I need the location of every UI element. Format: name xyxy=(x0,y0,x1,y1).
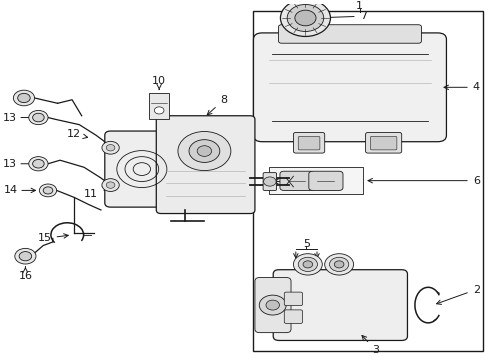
Text: 3: 3 xyxy=(361,336,379,355)
Text: 8: 8 xyxy=(207,95,227,115)
FancyBboxPatch shape xyxy=(308,171,342,190)
FancyBboxPatch shape xyxy=(298,136,319,150)
Text: 4: 4 xyxy=(443,82,479,92)
Text: 14: 14 xyxy=(3,185,18,195)
Circle shape xyxy=(29,157,48,171)
Circle shape xyxy=(106,182,115,188)
Circle shape xyxy=(197,146,211,156)
Text: 1: 1 xyxy=(356,1,363,11)
Circle shape xyxy=(286,4,323,31)
Circle shape xyxy=(259,295,285,315)
Circle shape xyxy=(154,107,163,114)
Circle shape xyxy=(43,187,53,194)
Circle shape xyxy=(33,159,44,168)
Circle shape xyxy=(329,257,348,271)
Text: 6: 6 xyxy=(367,176,479,186)
Bar xyxy=(149,93,169,119)
Circle shape xyxy=(189,140,219,162)
Text: 7: 7 xyxy=(316,11,366,21)
FancyBboxPatch shape xyxy=(253,33,446,142)
Circle shape xyxy=(280,0,330,36)
Text: 9: 9 xyxy=(273,176,296,186)
Circle shape xyxy=(29,111,48,125)
Circle shape xyxy=(18,93,30,103)
FancyBboxPatch shape xyxy=(284,292,302,306)
Bar xyxy=(269,167,363,194)
FancyBboxPatch shape xyxy=(279,171,313,190)
Text: 11: 11 xyxy=(84,186,107,199)
FancyBboxPatch shape xyxy=(104,131,179,207)
Text: 13: 13 xyxy=(3,113,17,122)
Text: 13: 13 xyxy=(3,159,17,169)
Text: 15: 15 xyxy=(38,233,68,243)
Text: 2: 2 xyxy=(436,284,479,304)
Circle shape xyxy=(106,145,115,151)
FancyBboxPatch shape xyxy=(254,278,290,333)
FancyBboxPatch shape xyxy=(365,132,401,153)
FancyBboxPatch shape xyxy=(284,310,302,323)
Bar xyxy=(253,11,483,351)
FancyBboxPatch shape xyxy=(293,132,324,153)
Text: 10: 10 xyxy=(152,76,166,86)
Circle shape xyxy=(265,300,279,310)
Circle shape xyxy=(13,90,35,106)
Circle shape xyxy=(298,257,317,271)
Circle shape xyxy=(293,254,322,275)
Circle shape xyxy=(33,113,44,122)
Circle shape xyxy=(178,131,230,171)
Circle shape xyxy=(263,177,276,186)
FancyBboxPatch shape xyxy=(369,136,396,150)
Circle shape xyxy=(303,261,312,268)
Circle shape xyxy=(334,261,343,268)
Circle shape xyxy=(102,179,119,192)
Text: 12: 12 xyxy=(66,129,87,139)
FancyBboxPatch shape xyxy=(263,173,276,190)
FancyBboxPatch shape xyxy=(278,25,421,43)
Text: 5: 5 xyxy=(302,239,309,249)
Circle shape xyxy=(102,141,119,154)
Circle shape xyxy=(324,254,353,275)
Circle shape xyxy=(19,252,32,261)
Text: 16: 16 xyxy=(19,271,32,281)
Circle shape xyxy=(39,184,57,197)
Circle shape xyxy=(15,248,36,264)
FancyBboxPatch shape xyxy=(273,270,407,341)
FancyBboxPatch shape xyxy=(156,116,254,213)
Circle shape xyxy=(294,10,315,26)
